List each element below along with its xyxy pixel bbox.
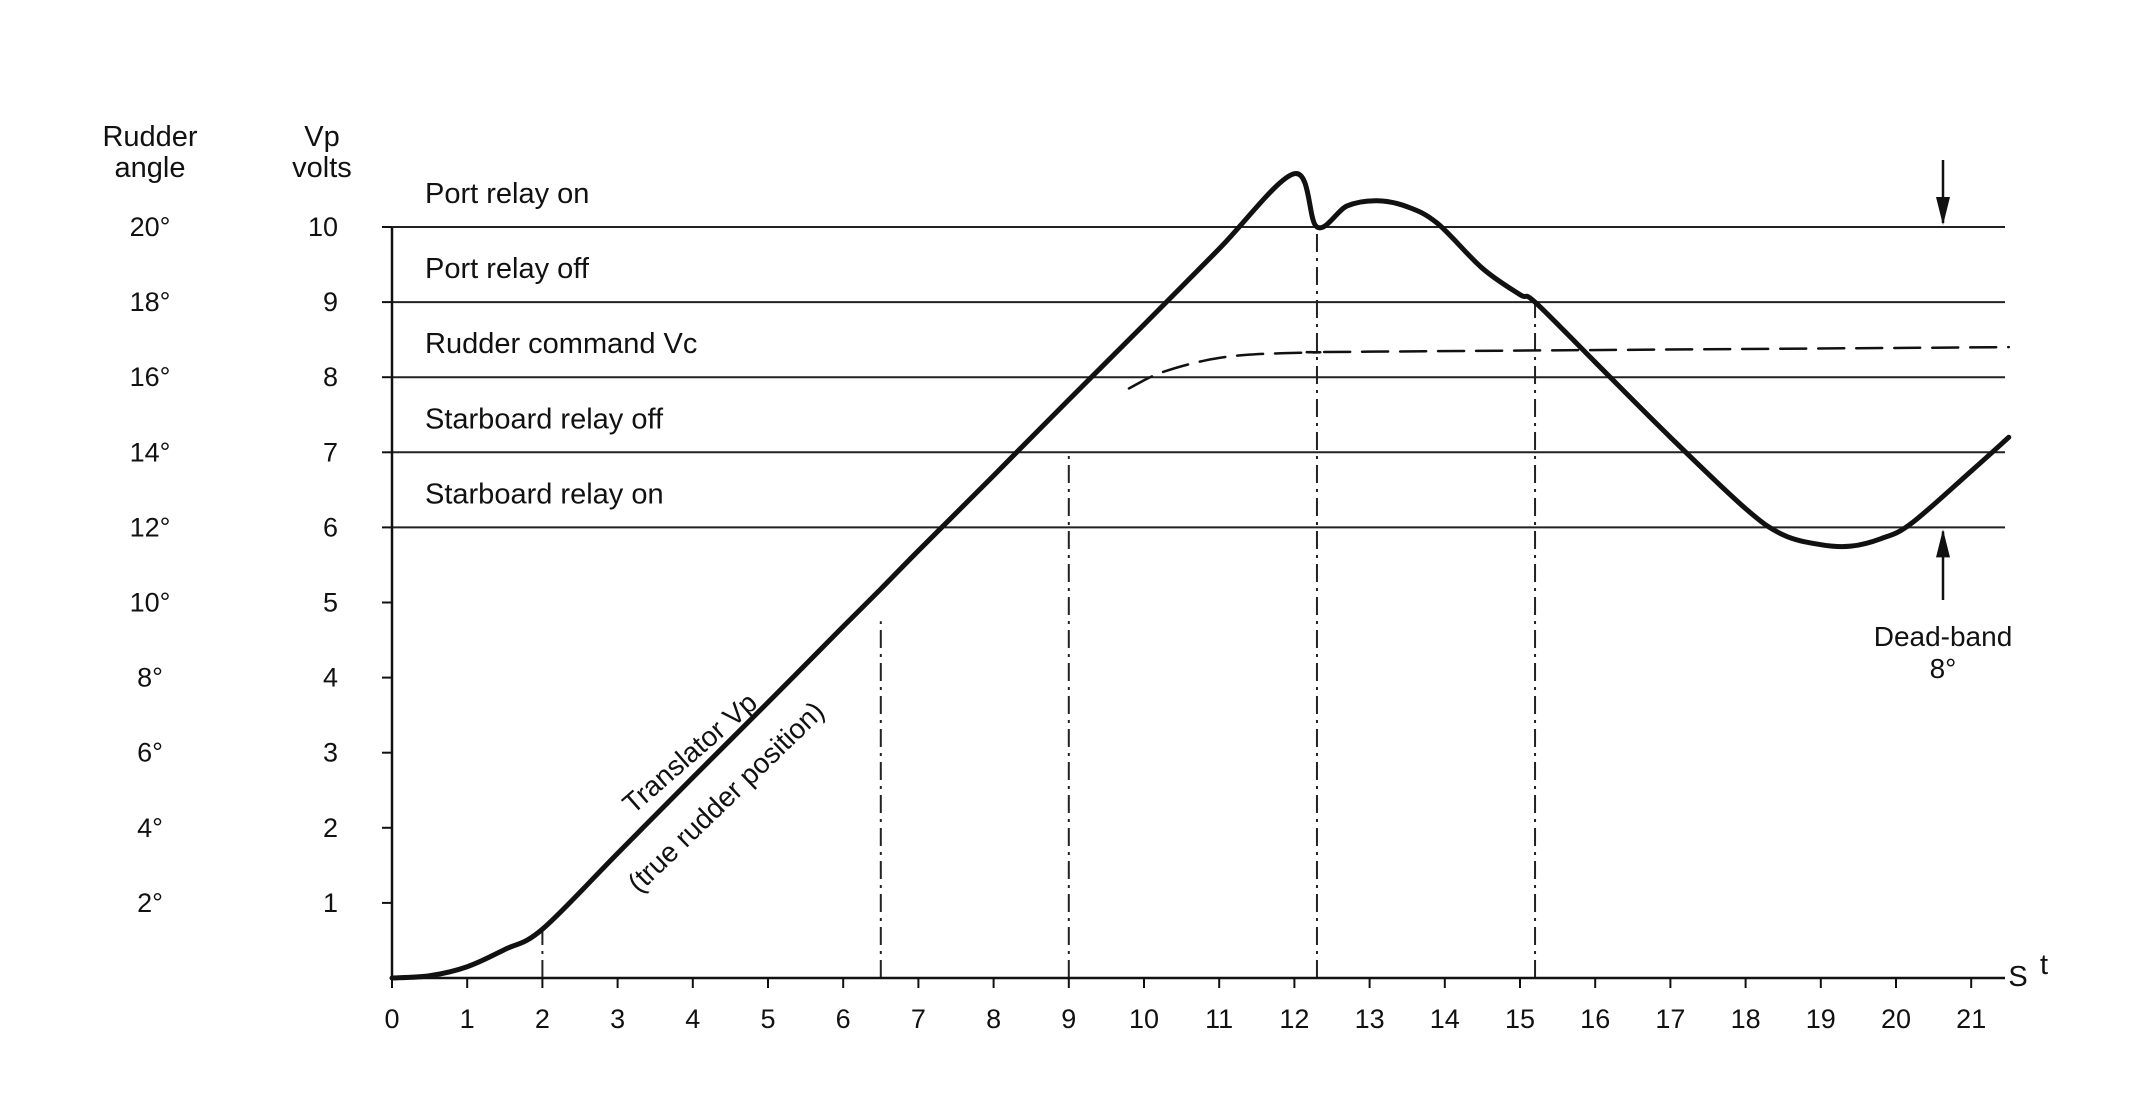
x-tick-label: 3: [610, 1004, 625, 1034]
series-group: [389, 171, 2012, 981]
band-label: Port relay off: [425, 253, 590, 285]
labels: Rudder angle Vp volts S t Translator Vp …: [102, 121, 2048, 1034]
x-tick-label: 7: [911, 1004, 926, 1034]
y-left-title-line1: Rudder: [102, 121, 197, 153]
x-tick-label: 1: [460, 1004, 475, 1034]
y-tick-label-angle: 14°: [130, 437, 171, 467]
x-tick-label: 15: [1505, 1004, 1535, 1034]
x-tick-label: 20: [1881, 1004, 1911, 1034]
x-tick-label: 19: [1806, 1004, 1836, 1034]
x-tick-label: 21: [1956, 1004, 1986, 1034]
x-tick-label: 13: [1355, 1004, 1385, 1034]
deadband-value: 8°: [1930, 653, 1957, 684]
y-tick-label-angle: 4°: [137, 813, 163, 843]
band-label: Starboard relay on: [425, 478, 664, 510]
x-tick-label: 16: [1580, 1004, 1610, 1034]
x-tick-label: 8: [986, 1004, 1001, 1034]
band-label: Rudder command Vc: [425, 328, 697, 360]
y-tick-label-volts: 5: [323, 588, 338, 618]
x-tick-label: 17: [1655, 1004, 1685, 1034]
y-tick-label-angle: 10°: [130, 588, 171, 618]
y-tick-label-angle: 12°: [130, 512, 171, 542]
event-lines: [541, 227, 1537, 978]
y-tick-label-volts: 8: [323, 362, 338, 392]
x-tick-label: 14: [1430, 1004, 1460, 1034]
y-tick-label-volts: 7: [323, 437, 338, 467]
series-line-rudder-command: [1127, 345, 2011, 390]
series-line-translator-vp: [389, 171, 2012, 981]
y-tick-label-volts: 2: [323, 813, 338, 843]
x-tick-label: 10: [1129, 1004, 1159, 1034]
x-tick-label: 2: [535, 1004, 550, 1034]
x-tick-label: 6: [836, 1004, 851, 1034]
y-tick-label-volts: 6: [323, 512, 338, 542]
x-tick-label: 5: [760, 1004, 775, 1034]
threshold-lines: [392, 226, 2005, 529]
y-tick-label-angle: 18°: [130, 287, 171, 317]
x-axis-title: t: [2040, 949, 2048, 981]
x-tick-label: 9: [1061, 1004, 1076, 1034]
band-label: Starboard relay off: [425, 403, 664, 435]
y-right-title-line1: Vp: [304, 121, 339, 153]
x-tick-label: 12: [1279, 1004, 1309, 1034]
deadband-label: Dead-band: [1874, 621, 2013, 652]
y-tick-label-angle: 16°: [130, 362, 171, 392]
y-tick-label-volts: 9: [323, 287, 338, 317]
y-tick-label-angle: 20°: [130, 212, 171, 242]
x-axis-unit: S: [2008, 961, 2027, 993]
band-label: Port relay on: [425, 178, 589, 210]
y-tick-label-angle: 6°: [137, 738, 163, 768]
x-tick-label: 11: [1205, 1004, 1233, 1034]
y-tick-label-volts: 4: [323, 663, 338, 693]
y-tick-label-angle: 8°: [137, 663, 163, 693]
y-left-title-line2: angle: [115, 152, 186, 184]
y-tick-label-volts: 3: [323, 738, 338, 768]
x-tick-label: 18: [1731, 1004, 1761, 1034]
deadband-arrow-top-head: [1936, 197, 1950, 225]
y-right-title-line2: volts: [292, 152, 352, 184]
x-tick-label: 4: [685, 1004, 700, 1034]
deadband-arrow-bottom-head: [1936, 529, 1950, 558]
y-tick-label-volts: 1: [323, 888, 338, 918]
y-tick-label-angle: 2°: [137, 888, 163, 918]
x-tick-label: 0: [384, 1004, 399, 1034]
axes: [382, 160, 2005, 988]
y-tick-label-volts: 10: [308, 212, 338, 242]
